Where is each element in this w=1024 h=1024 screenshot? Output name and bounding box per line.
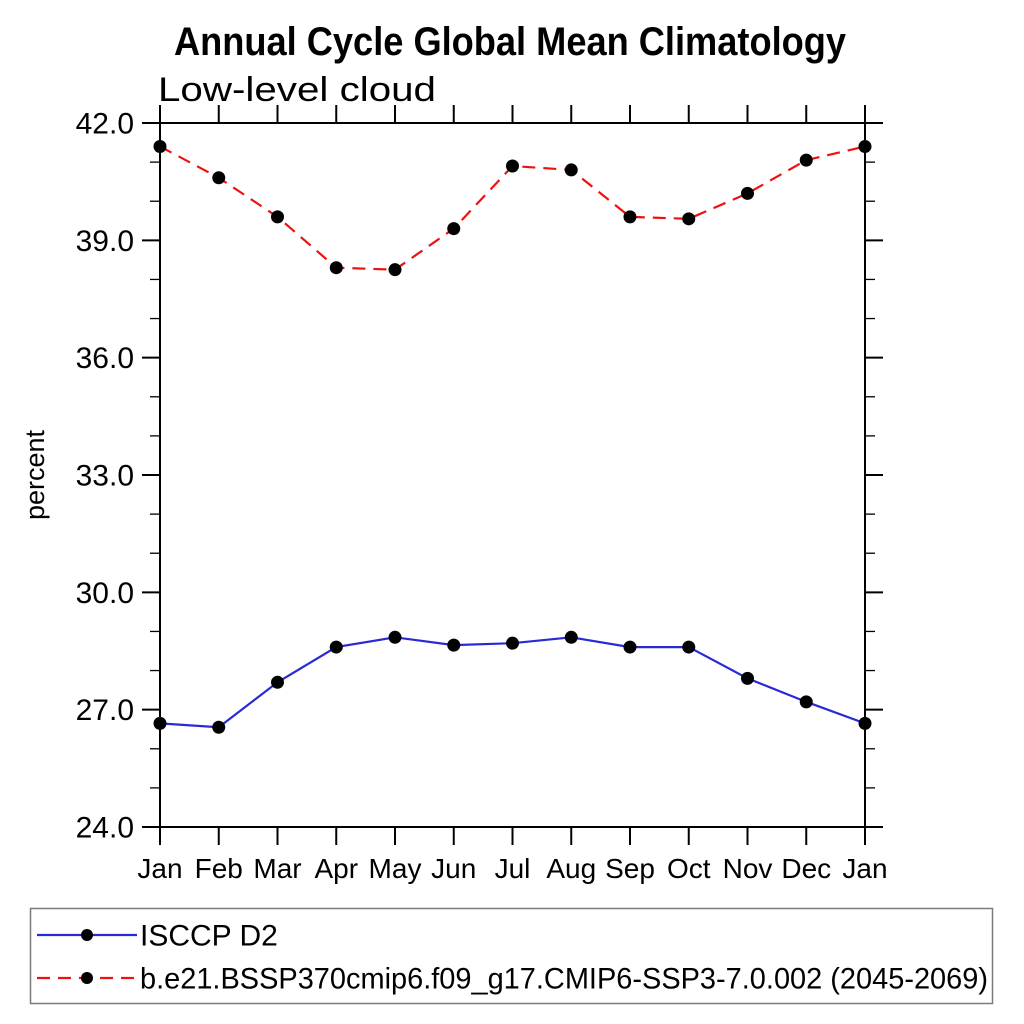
data-point-marker: [153, 716, 167, 730]
plot-series: [153, 139, 872, 734]
legend-box: [29, 907, 994, 1005]
legend-label-model: b.e21.BSSP370cmip6.f09_g17.CMIP6-SSP3-7.…: [140, 963, 988, 996]
y-tick-label: 24.0: [76, 812, 134, 845]
legend-label-isccp: ISCCP D2: [140, 920, 278, 953]
x-tick-label: May: [369, 853, 422, 884]
data-point-marker: [388, 630, 402, 644]
y-tick-label: 30.0: [76, 577, 134, 610]
x-tick-label: Dec: [781, 853, 831, 884]
data-point-marker: [682, 212, 696, 226]
x-tick-label: Jul: [495, 853, 531, 884]
y-tick-label: 39.0: [76, 225, 134, 258]
data-point-marker: [388, 263, 402, 277]
y-tick-label: 42.0: [76, 108, 134, 141]
x-tick-label: Feb: [195, 853, 243, 884]
data-point-marker: [741, 671, 754, 685]
data-point-marker: [212, 171, 226, 185]
data-point-marker: [329, 261, 343, 275]
data-point-marker: [858, 716, 872, 730]
legend-item-isccp: ISCCP D2: [37, 920, 278, 953]
data-point-marker: [329, 640, 343, 654]
data-point-marker: [153, 139, 167, 153]
data-point-marker: [212, 720, 226, 734]
data-point-marker: [741, 186, 754, 200]
y-axis-label: percent: [20, 429, 50, 520]
x-tick-label: Apr: [314, 853, 358, 884]
y-tick-label: 36.0: [76, 342, 134, 375]
x-tick-label: Jan: [842, 853, 887, 884]
data-point-marker: [447, 222, 461, 236]
data-point-marker: [564, 163, 578, 177]
data-point-marker: [682, 640, 696, 654]
data-point-marker: [447, 638, 461, 652]
x-tick-label: Sep: [605, 853, 655, 884]
plot-axes: 24.0 27.0 30.0 33.0 36.0 39.0 42.0 Jan Feb Mar Apr…: [76, 105, 888, 884]
legend-item-model: b.e21.BSSP370cmip6.f09_g17.CMIP6-SSP3-7.…: [37, 963, 988, 996]
x-tick-label: Jan: [137, 853, 182, 884]
x-tick-label: Nov: [723, 853, 773, 884]
legend: ISCCP D2 b.e21.BSSP370cmip6.f09_g17.CMIP…: [29, 907, 994, 1005]
y-tick-label: 27.0: [76, 694, 134, 727]
chart-title: Annual Cycle Global Mean Climatology: [174, 20, 847, 64]
series-line-isccp: [159, 636, 866, 729]
data-point-marker: [506, 636, 519, 650]
data-point-marker: [858, 139, 872, 153]
x-tick-label: Aug: [546, 853, 596, 884]
plot-box: [159, 122, 866, 828]
y-tick-label: 33.0: [76, 460, 134, 493]
data-point-marker: [623, 640, 637, 654]
chart-subtitle: Low-level cloud: [158, 71, 436, 109]
data-point-marker: [623, 210, 637, 224]
data-point-marker: [506, 159, 519, 173]
data-point-marker: [799, 153, 813, 167]
data-point-marker: [271, 210, 284, 224]
data-point-marker: [271, 675, 284, 689]
data-point-marker: [799, 695, 813, 709]
data-point-marker: [564, 630, 578, 644]
legend-marker-dot: [81, 972, 93, 984]
x-tick-label: Jun: [431, 853, 476, 884]
x-tick-label: Mar: [253, 853, 301, 884]
x-tick-label: Oct: [667, 853, 711, 884]
legend-marker-dot: [81, 929, 93, 941]
